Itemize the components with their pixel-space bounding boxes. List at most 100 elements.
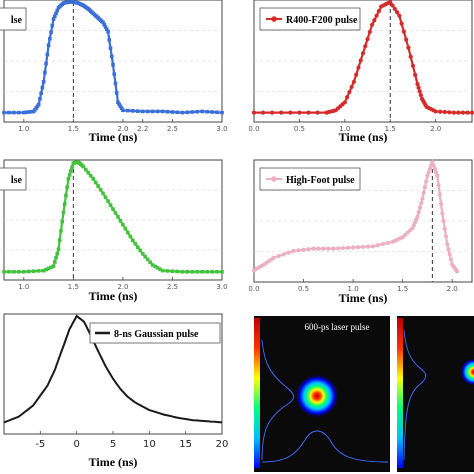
x-tick-label: 3.0 bbox=[216, 125, 227, 133]
x-tick-label: 1.0 bbox=[339, 125, 350, 133]
data-point bbox=[385, 240, 390, 246]
data-point bbox=[306, 110, 311, 115]
data-point bbox=[17, 110, 21, 115]
data-point bbox=[40, 85, 45, 90]
data-point bbox=[392, 6, 397, 11]
legend-box bbox=[0, 167, 27, 191]
data-point bbox=[438, 201, 444, 206]
data-point bbox=[126, 230, 130, 235]
x-tick-label: 1.0 bbox=[18, 125, 29, 133]
colorbar bbox=[254, 318, 260, 468]
data-point bbox=[158, 267, 162, 272]
data-point bbox=[349, 84, 354, 90]
data-point bbox=[66, 177, 71, 181]
data-point bbox=[175, 110, 180, 115]
data-point bbox=[190, 269, 195, 274]
data-point bbox=[67, 173, 72, 177]
data-point bbox=[98, 187, 103, 192]
legend-box bbox=[259, 167, 361, 191]
x-tick-label: 15 bbox=[179, 439, 192, 450]
data-point bbox=[160, 268, 165, 273]
data-point bbox=[36, 102, 41, 107]
data-point bbox=[140, 252, 145, 256]
data-point bbox=[408, 54, 413, 59]
data-point bbox=[160, 109, 165, 114]
data-point bbox=[369, 22, 375, 27]
data-point bbox=[61, 210, 66, 215]
data-point bbox=[43, 70, 47, 75]
data-point bbox=[145, 257, 150, 262]
data-point bbox=[56, 247, 61, 252]
x-axis-label: Time (ns) bbox=[89, 455, 138, 469]
data-point bbox=[52, 14, 57, 19]
x-tick-label: 1.5 bbox=[68, 125, 79, 133]
data-point bbox=[469, 110, 474, 115]
data-point bbox=[117, 102, 121, 107]
data-point bbox=[415, 214, 420, 219]
data-point bbox=[425, 173, 430, 178]
x-tick-label: 1.5 bbox=[397, 285, 408, 293]
data-point bbox=[390, 3, 395, 8]
x-tick-label: 1.5 bbox=[385, 125, 396, 133]
data-point bbox=[54, 255, 58, 260]
data-point bbox=[260, 110, 266, 115]
data-point bbox=[123, 226, 128, 231]
data-point bbox=[447, 252, 452, 257]
data-point bbox=[41, 80, 46, 84]
data-point bbox=[336, 246, 341, 251]
legend-label: High-Foot pulse bbox=[286, 175, 355, 186]
data-point bbox=[133, 241, 138, 246]
data-point bbox=[103, 25, 108, 29]
data-point bbox=[205, 109, 209, 114]
data-point bbox=[86, 170, 91, 175]
data-point bbox=[447, 110, 452, 115]
data-point bbox=[296, 248, 301, 253]
data-point bbox=[394, 10, 400, 15]
data-point bbox=[442, 226, 447, 231]
data-point bbox=[12, 110, 16, 115]
data-point bbox=[65, 185, 69, 189]
data-point bbox=[417, 89, 422, 94]
data-point bbox=[316, 246, 321, 251]
data-point bbox=[341, 245, 346, 251]
data-point bbox=[150, 263, 155, 267]
data-point bbox=[347, 89, 352, 95]
data-point bbox=[442, 109, 447, 115]
data-point bbox=[346, 245, 351, 250]
data-point bbox=[270, 110, 275, 115]
data-point bbox=[7, 269, 11, 274]
data-point bbox=[427, 166, 432, 171]
data-point bbox=[101, 191, 105, 196]
data-point bbox=[291, 248, 296, 254]
data-point bbox=[180, 110, 185, 115]
data-point bbox=[170, 269, 175, 273]
data-point bbox=[64, 193, 68, 198]
data-point bbox=[358, 58, 363, 63]
data-point bbox=[311, 246, 316, 251]
data-point bbox=[26, 269, 31, 274]
data-point bbox=[355, 245, 361, 250]
data-point bbox=[301, 247, 306, 252]
data-point bbox=[126, 108, 130, 113]
data-point bbox=[351, 79, 357, 84]
x-tick-label: 5 bbox=[110, 439, 116, 450]
data-point bbox=[54, 11, 58, 16]
x-tick-label: 3.0 bbox=[216, 283, 227, 291]
data-point bbox=[118, 219, 123, 223]
data-point bbox=[200, 109, 204, 114]
data-point bbox=[143, 254, 148, 259]
data-point bbox=[356, 65, 361, 70]
data-point bbox=[276, 253, 281, 259]
x-tick-label: 2.2 bbox=[137, 125, 148, 133]
data-point bbox=[118, 104, 123, 109]
data-point bbox=[103, 195, 108, 200]
data-point bbox=[24, 110, 29, 115]
data-point bbox=[375, 243, 380, 248]
data-point bbox=[210, 269, 214, 274]
data-point bbox=[105, 27, 109, 32]
data-point bbox=[116, 215, 120, 219]
data-point bbox=[413, 72, 418, 78]
data-point bbox=[365, 36, 370, 42]
data-point bbox=[424, 179, 429, 184]
data-point bbox=[111, 207, 115, 211]
